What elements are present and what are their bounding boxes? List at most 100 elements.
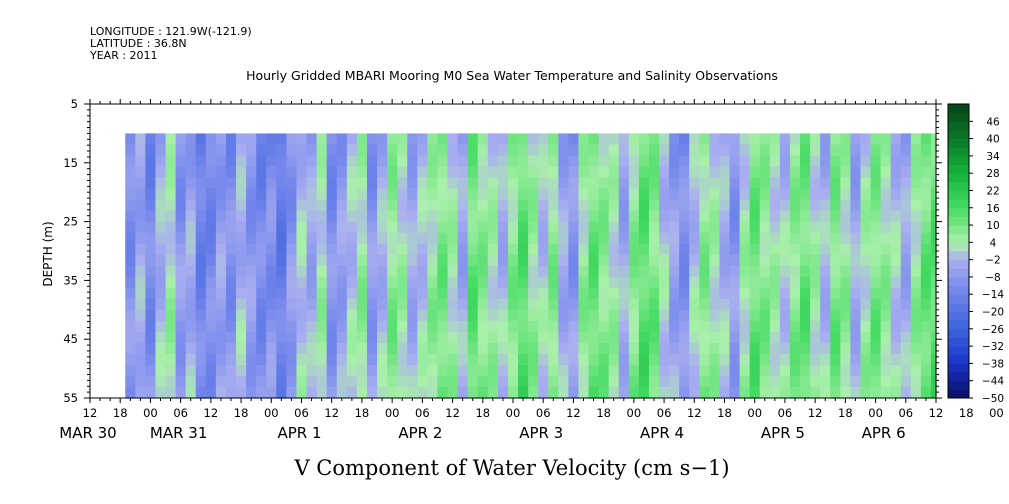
heatmap-cell [135, 155, 146, 168]
colorbar-label: −44 [982, 376, 1004, 388]
heatmap-cell [910, 309, 922, 322]
heatmap-cell [145, 386, 157, 399]
heatmap-cell [729, 342, 741, 355]
heatmap-cell [689, 177, 700, 190]
heatmap-cell [336, 342, 348, 355]
heatmap-cell [930, 254, 937, 267]
heatmap-cell [900, 276, 912, 289]
heatmap-cell [236, 155, 247, 168]
heatmap-cell [558, 133, 569, 146]
heatmap-cell [366, 287, 378, 300]
heatmap-cell [779, 287, 791, 300]
heatmap-cell [407, 232, 418, 245]
heatmap-cell [457, 221, 469, 234]
heatmap-cell [789, 276, 801, 289]
heatmap-cell [900, 188, 912, 201]
heatmap-cell [719, 199, 731, 212]
heatmap-cell [870, 276, 882, 289]
heatmap-cell [346, 320, 358, 333]
heatmap-cell [588, 287, 600, 300]
heatmap-cell [417, 265, 428, 278]
heatmap-cell [608, 188, 620, 201]
heatmap-cell [276, 353, 287, 366]
heatmap-cell [628, 298, 640, 311]
heatmap-cell [195, 133, 207, 146]
heatmap-cell [205, 331, 217, 344]
heatmap-cell [850, 298, 862, 311]
heatmap-cell [125, 243, 136, 256]
heatmap-cell [145, 243, 157, 256]
heatmap-cell [215, 144, 227, 157]
heatmap-cell [810, 265, 821, 278]
heatmap-cell [296, 375, 308, 388]
heatmap-cell [225, 144, 237, 157]
heatmap-cell [618, 210, 630, 223]
heatmap-cell [669, 188, 680, 201]
heatmap-cell [769, 287, 781, 300]
heatmap-cell [538, 188, 549, 201]
heatmap-cell [870, 188, 882, 201]
heatmap-cell [377, 375, 388, 388]
heatmap-cell [900, 298, 912, 311]
heatmap-cell [769, 155, 781, 168]
heatmap-cell [246, 166, 257, 179]
heatmap-cell [246, 177, 257, 190]
heatmap-cell [830, 144, 841, 157]
heatmap-cell [205, 364, 217, 377]
heatmap-cell [236, 265, 247, 278]
heatmap-cell [336, 155, 348, 168]
heatmap-cell [215, 232, 227, 245]
heatmap-cell [699, 243, 710, 256]
heatmap-cell [387, 188, 398, 201]
heatmap-cell [306, 386, 318, 399]
x-hour-tick-label: 18 [596, 406, 611, 420]
heatmap-cell [528, 331, 539, 344]
heatmap-cell [648, 188, 660, 201]
heatmap-cell [789, 331, 801, 344]
heatmap-cell [759, 232, 771, 245]
heatmap-cell [155, 166, 167, 179]
heatmap-cell [850, 177, 862, 190]
x-hour-tick-label: 06 [173, 406, 188, 420]
heatmap-cell [256, 375, 267, 388]
heatmap-cell [699, 133, 710, 146]
heatmap-cell [820, 210, 831, 223]
heatmap-cell [437, 254, 449, 267]
heatmap-cell [558, 243, 569, 256]
heatmap-cell [769, 243, 781, 256]
heatmap-cell [598, 199, 610, 212]
heatmap-cell [437, 386, 449, 399]
heatmap-cell [316, 155, 328, 168]
heatmap-cell [810, 298, 821, 311]
heatmap-cell [407, 386, 418, 399]
heatmap-cell [397, 364, 408, 377]
heatmap-cell [487, 386, 499, 399]
heatmap-cell [739, 243, 751, 256]
heatmap-cell [417, 199, 428, 212]
heatmap-cell [427, 133, 439, 146]
heatmap-cell [135, 309, 146, 322]
heatmap-cell [266, 232, 277, 245]
heatmap-cell [558, 386, 569, 399]
heatmap-cell [286, 353, 298, 366]
heatmap-cell [145, 155, 157, 168]
heatmap-cell [699, 331, 710, 344]
heatmap-cell [749, 364, 761, 377]
heatmap-cell [860, 320, 872, 333]
heatmap-cell [165, 133, 177, 146]
x-date-label: APR 1 [277, 424, 321, 442]
heatmap-cell [316, 221, 328, 234]
heatmap-cell [689, 221, 700, 234]
heatmap-cell [880, 133, 892, 146]
heatmap-cell [175, 133, 187, 146]
heatmap-cell [638, 331, 650, 344]
heatmap-cell [256, 166, 267, 179]
heatmap-cell [739, 177, 751, 190]
heatmap-cell [518, 364, 529, 377]
heatmap-cell [246, 342, 257, 355]
heatmap-cell [346, 353, 358, 366]
heatmap-cell [135, 144, 146, 157]
heatmap-cell [145, 320, 157, 333]
heatmap-cell [759, 331, 771, 344]
heatmap-cell [820, 353, 831, 366]
